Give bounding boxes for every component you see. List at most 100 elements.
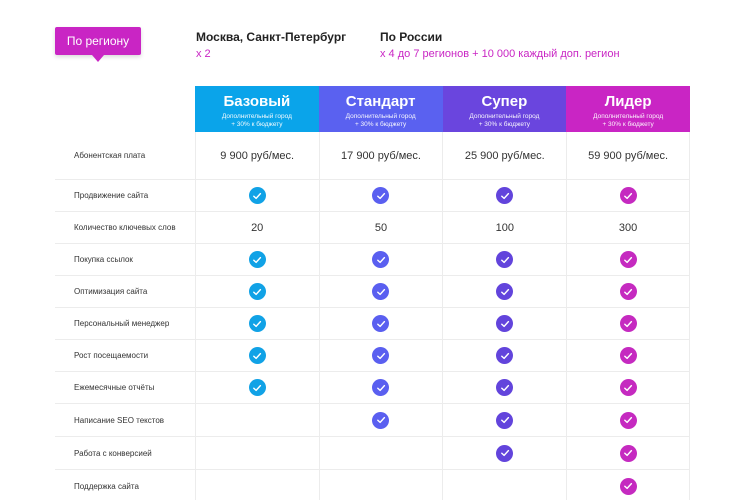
plan-note: Дополнительный город + 30% к бюджету bbox=[469, 113, 540, 128]
feature-label: Рост посещаемости bbox=[74, 351, 149, 360]
cell-basic bbox=[194, 276, 319, 307]
check-icon bbox=[619, 347, 637, 364]
cell-leader bbox=[566, 180, 690, 211]
check-icon bbox=[372, 315, 390, 332]
feature-label: Ежемесячные отчёты bbox=[74, 383, 155, 392]
feature-label: Написание SEO текстов bbox=[74, 415, 165, 425]
russia-note: x 4 до 7 регионов + 10 000 каждый доп. р… bbox=[380, 48, 620, 60]
check-icon bbox=[496, 379, 514, 396]
feature-label: Оптимизация сайта bbox=[74, 287, 148, 296]
cell-basic bbox=[194, 308, 319, 339]
feature-label: Количество ключевых слов bbox=[74, 223, 176, 232]
plan-name: Супер bbox=[481, 93, 528, 110]
check-icon bbox=[372, 347, 390, 364]
plan-header-leader: Лидер Дополнительный город + 30% к бюджет… bbox=[566, 86, 690, 132]
feature-label: Персональный менеджер bbox=[74, 319, 170, 328]
cell-standard bbox=[318, 276, 443, 307]
plan-name: Лидер bbox=[604, 93, 652, 110]
check-icon bbox=[619, 444, 637, 462]
plan-name: Стандарт bbox=[345, 93, 416, 110]
cell-super bbox=[442, 308, 566, 339]
cell-value: 50 bbox=[374, 221, 388, 234]
cell-leader bbox=[566, 244, 690, 275]
cell-value: 20 bbox=[251, 221, 264, 234]
check-icon bbox=[496, 444, 514, 462]
region-button[interactable]: По региону bbox=[55, 27, 141, 62]
moscow-info: Москва, Санкт-Петербург x 2 bbox=[196, 30, 346, 60]
moscow-title: Москва, Санкт-Петербург bbox=[196, 30, 347, 44]
plan-header-basic: Базовый Дополнительный город + 30% к бюдж… bbox=[195, 86, 319, 132]
feature-label: Работа с конверсией bbox=[74, 448, 152, 458]
cell-leader bbox=[566, 276, 690, 307]
cell-basic: 20 bbox=[194, 212, 319, 243]
cell-basic bbox=[194, 340, 319, 371]
cell-leader bbox=[566, 437, 690, 469]
cell-standard bbox=[318, 180, 443, 211]
cell-standard bbox=[318, 437, 443, 469]
cell-basic bbox=[194, 180, 319, 211]
plan-header-super: Супер Дополнительный город + 30% к бюджет… bbox=[442, 86, 567, 132]
cell-leader bbox=[566, 308, 690, 339]
check-icon bbox=[619, 477, 637, 495]
cell-standard bbox=[318, 308, 443, 339]
cell-super bbox=[442, 244, 566, 275]
cell-basic bbox=[194, 372, 319, 403]
check-icon bbox=[248, 315, 266, 332]
table-row: Написание SEO текстов bbox=[55, 404, 690, 437]
table-row: Поддержка сайта bbox=[55, 470, 690, 500]
cell-basic bbox=[194, 470, 319, 500]
feature-label: Покупка ссылок bbox=[74, 255, 133, 264]
cell-super bbox=[442, 340, 566, 371]
cell-super bbox=[442, 437, 566, 469]
russia-title: По России bbox=[380, 30, 443, 44]
check-icon bbox=[619, 187, 637, 204]
table-row: Оптимизация сайта bbox=[55, 276, 690, 308]
check-icon bbox=[619, 315, 637, 332]
plan-header-standard: Стандарт Дополнительный город + 30% к бюд… bbox=[318, 86, 443, 132]
cell-value: 300 bbox=[618, 221, 638, 234]
feature-rows: Абонентская плата 9 900 руб/мес. 17 900 ру… bbox=[55, 132, 690, 500]
table-row: Продвижение сайта bbox=[55, 180, 690, 212]
cell-value: 100 bbox=[495, 221, 514, 234]
cell-standard bbox=[318, 404, 443, 436]
cell-super bbox=[442, 372, 566, 403]
pricing-table: Базовый Дополнительный город + 30% к бюдж… bbox=[55, 86, 690, 500]
check-icon bbox=[619, 251, 637, 268]
cell-standard: 50 bbox=[318, 212, 443, 243]
check-icon bbox=[619, 379, 637, 396]
cell-standard bbox=[318, 372, 443, 403]
cell-super bbox=[442, 470, 566, 500]
cell-super bbox=[442, 404, 566, 436]
cell-super bbox=[442, 180, 566, 211]
table-row: Количество ключевых слов 20 50 100 300 bbox=[55, 212, 690, 244]
cell-value: 9 900 руб/мес. bbox=[220, 149, 295, 162]
check-icon bbox=[496, 411, 514, 429]
table-row: Персональный менеджер bbox=[55, 308, 690, 340]
plan-note: Дополнительный город + 30% к бюджету bbox=[593, 113, 664, 128]
cell-standard: 17 900 руб/мес. bbox=[318, 132, 443, 179]
cell-leader bbox=[566, 372, 690, 403]
table-row: Абонентская плата 9 900 руб/мес. 17 900 ру… bbox=[55, 132, 690, 180]
cell-basic bbox=[194, 244, 319, 275]
check-icon bbox=[372, 187, 390, 204]
check-icon bbox=[248, 187, 266, 204]
plan-header-row: Базовый Дополнительный город + 30% к бюдж… bbox=[195, 86, 690, 132]
check-icon bbox=[248, 251, 266, 268]
table-row: Ежемесячные отчёты bbox=[55, 372, 690, 404]
cell-basic bbox=[194, 437, 319, 469]
feature-label: Абонентская плата bbox=[74, 151, 146, 160]
cell-value: 25 900 руб/мес. bbox=[464, 149, 545, 162]
feature-label: Продвижение сайта bbox=[74, 191, 149, 200]
check-icon bbox=[248, 283, 266, 300]
cell-leader bbox=[566, 470, 690, 500]
cell-leader bbox=[566, 340, 690, 371]
cell-value: 17 900 руб/мес. bbox=[341, 149, 421, 162]
check-icon bbox=[496, 187, 514, 204]
plan-note: Дополнительный город + 30% к бюджету bbox=[345, 113, 416, 128]
cell-super: 25 900 руб/мес. bbox=[442, 132, 566, 179]
cell-value: 59 900 руб/мес. bbox=[588, 149, 669, 162]
check-icon bbox=[619, 411, 637, 429]
plan-note: Дополнительный город + 30% к бюджету bbox=[221, 113, 292, 128]
check-icon bbox=[372, 411, 390, 429]
cell-super: 100 bbox=[442, 212, 566, 243]
